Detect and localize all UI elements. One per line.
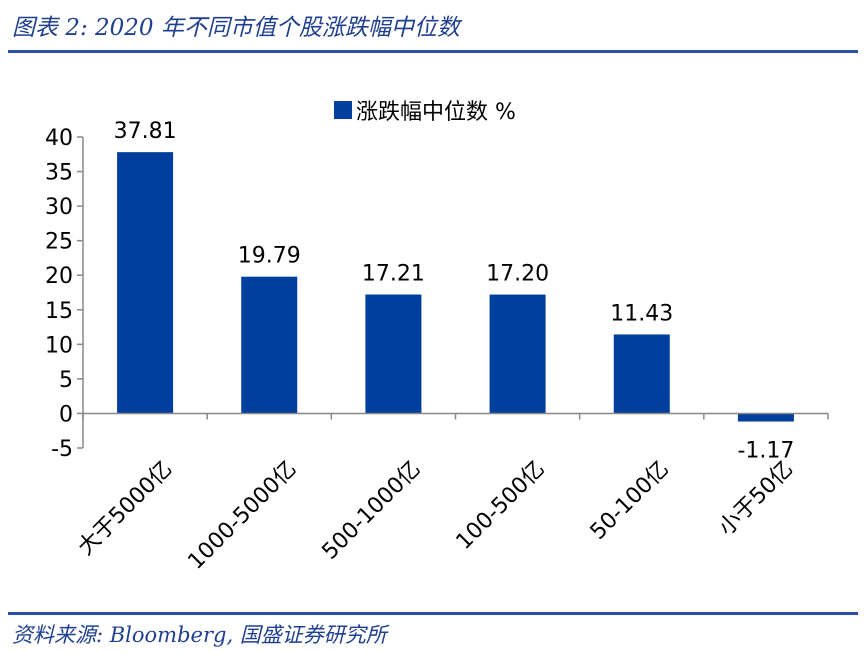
legend-label: 涨跌幅中位数 % [356, 100, 516, 125]
y-tick-label: 30 [45, 195, 73, 220]
y-tick-label: 40 [45, 126, 73, 151]
data-label: -1.17 [737, 439, 794, 464]
bar [117, 152, 174, 414]
category-label: 100-500亿 [452, 457, 550, 555]
y-tick-label: 5 [59, 368, 73, 393]
data-label: 37.81 [114, 119, 177, 144]
data-label: 19.79 [238, 244, 301, 269]
y-tick-label: 25 [45, 230, 73, 255]
legend-swatch [334, 101, 352, 119]
category-label: 1000-5000亿 [183, 457, 301, 575]
data-label: 17.20 [486, 262, 549, 287]
y-tick-label: -5 [51, 437, 73, 462]
category-label: 50-100亿 [586, 457, 674, 545]
category-label: 大于5000亿 [73, 457, 177, 561]
bar-chart: 40 35 30 25 20 15 10 5 0 -5 37.81 19.79 17.21 17.20 11… [45, 119, 829, 575]
y-tick-label: 10 [45, 333, 73, 358]
bar [241, 276, 298, 414]
y-tick-label: 35 [45, 161, 73, 186]
category-label: 500-1000亿 [318, 457, 426, 565]
source-divider [8, 612, 858, 615]
bar [737, 413, 794, 422]
bar [489, 294, 546, 414]
bar [365, 294, 422, 414]
source-note: 资料来源: Bloomberg, 国盛证券研究所 [12, 623, 387, 647]
data-label: 11.43 [610, 301, 673, 326]
bar [613, 334, 670, 414]
y-tick-label: 0 [59, 402, 73, 427]
category-label: 小于50亿 [714, 457, 798, 541]
data-label: 17.21 [362, 262, 425, 287]
title-divider [8, 50, 858, 53]
y-tick-label: 15 [45, 299, 73, 324]
figure-title: 图表 2: 2020 年不同市值个股涨跌幅中位数 [12, 15, 460, 41]
y-tick-label: 20 [45, 264, 73, 289]
chart-legend: 涨跌幅中位数 % [334, 94, 516, 126]
